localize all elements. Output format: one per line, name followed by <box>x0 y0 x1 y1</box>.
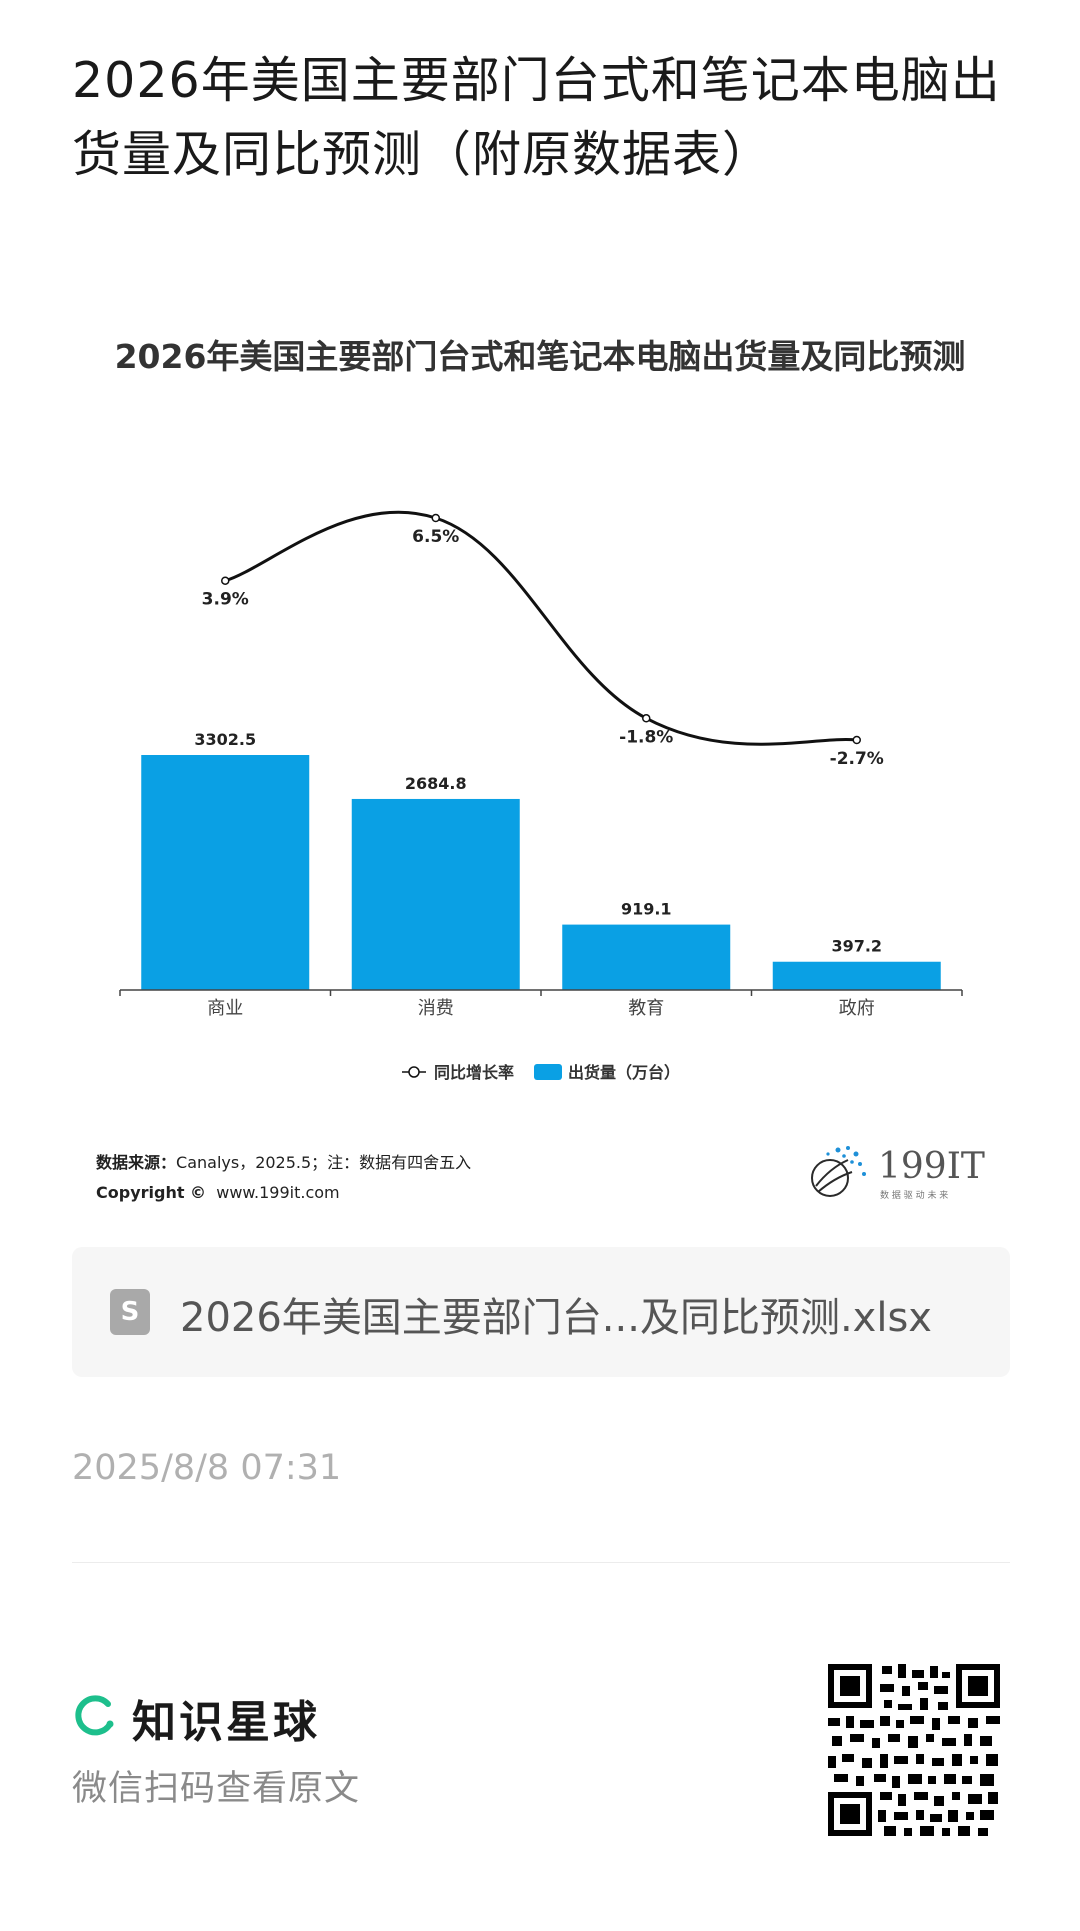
logo-dots-icon <box>811 1146 866 1197</box>
growth-rate-point-3 <box>852 735 861 745</box>
growth-rate-label-1: 6.5% <box>412 527 459 547</box>
x-tick-label-0: 商业 <box>207 998 243 1019</box>
bar-1 <box>351 798 520 990</box>
copyright-text: www.199it.com <box>216 1183 340 1202</box>
brand-name: 知识星球 <box>132 1697 320 1748</box>
spreadsheet-file-icon: S <box>110 1289 150 1335</box>
x-tick-label-1: 消费 <box>418 998 454 1019</box>
brand-subtitle: 微信扫码查看原文 <box>72 1769 361 1809</box>
source-text: Canalys，2025.5；注：数据有四舍五入 <box>176 1153 472 1172</box>
legend-line-marker <box>408 1066 420 1078</box>
growth-rate-label-2: -1.8% <box>619 727 673 747</box>
199it-logo: 199IT 数 据 驱 动 未 来 <box>811 1146 985 1201</box>
legend-label-growth: 同比增长率 <box>434 1063 514 1082</box>
legend-bar-swatch <box>534 1064 562 1080</box>
bar-2 <box>562 924 731 990</box>
timestamp: 2025/8/8 07:31 <box>72 1448 342 1488</box>
source-label: 数据来源： <box>96 1153 177 1172</box>
logo-tagline: 数 据 驱 动 未 来 <box>880 1189 948 1201</box>
growth-rate-point-2 <box>642 714 651 723</box>
x-tick-label-2: 教育 <box>628 998 664 1019</box>
growth-rate-label-0: 3.9% <box>202 590 249 610</box>
legend-label-shipments: 出货量（万台） <box>568 1063 680 1082</box>
file-icon-letter: S <box>120 1297 140 1327</box>
growth-rate-point-1 <box>431 513 440 523</box>
page-title: 2026年美国主要部门台式和笔记本电脑出货量及同比预测（附原数据表） <box>72 52 1001 183</box>
divider <box>72 1562 1010 1563</box>
chart-source: 数据来源：Canalys，2025.5；注：数据有四舍五入 Copyright … <box>96 1148 471 1208</box>
x-tick-label-3: 政府 <box>839 998 875 1019</box>
zsxq-logo-icon <box>75 1695 114 1736</box>
logo-text: 199IT <box>878 1146 985 1187</box>
bar-value-label-2: 919.1 <box>621 900 672 919</box>
growth-rate-label-3: -2.7% <box>830 749 884 769</box>
qr-code[interactable] <box>828 1664 1000 1836</box>
bar-value-label-1: 2684.8 <box>405 774 467 793</box>
chart-card: 2026年美国主要部门台式和笔记本电脑出货量及同比预测 3302.5 2684.8… <box>72 300 1008 1250</box>
attachment-file[interactable]: S 2026年美国主要部门台...及同比预测.xlsx <box>72 1247 1010 1377</box>
growth-rate-point-0 <box>221 576 230 585</box>
file-name[interactable]: 2026年美国主要部门台...及同比预测.xlsx <box>180 1295 932 1341</box>
bar-3 <box>772 961 941 990</box>
copyright-label: Copyright © <box>96 1183 207 1202</box>
bar-value-label-3: 397.2 <box>831 937 882 956</box>
bar-value-label-0: 3302.5 <box>194 730 256 749</box>
growth-rate-line <box>224 510 857 746</box>
combo-chart: 3302.5 2684.8 919.1 397.2 商业 消费 教育 政府 3.9% 6.5% -1… <box>119 510 963 1082</box>
chart-title: 2026年美国主要部门台式和笔记本电脑出货量及同比预测 <box>114 337 966 376</box>
bar-0 <box>141 755 310 990</box>
